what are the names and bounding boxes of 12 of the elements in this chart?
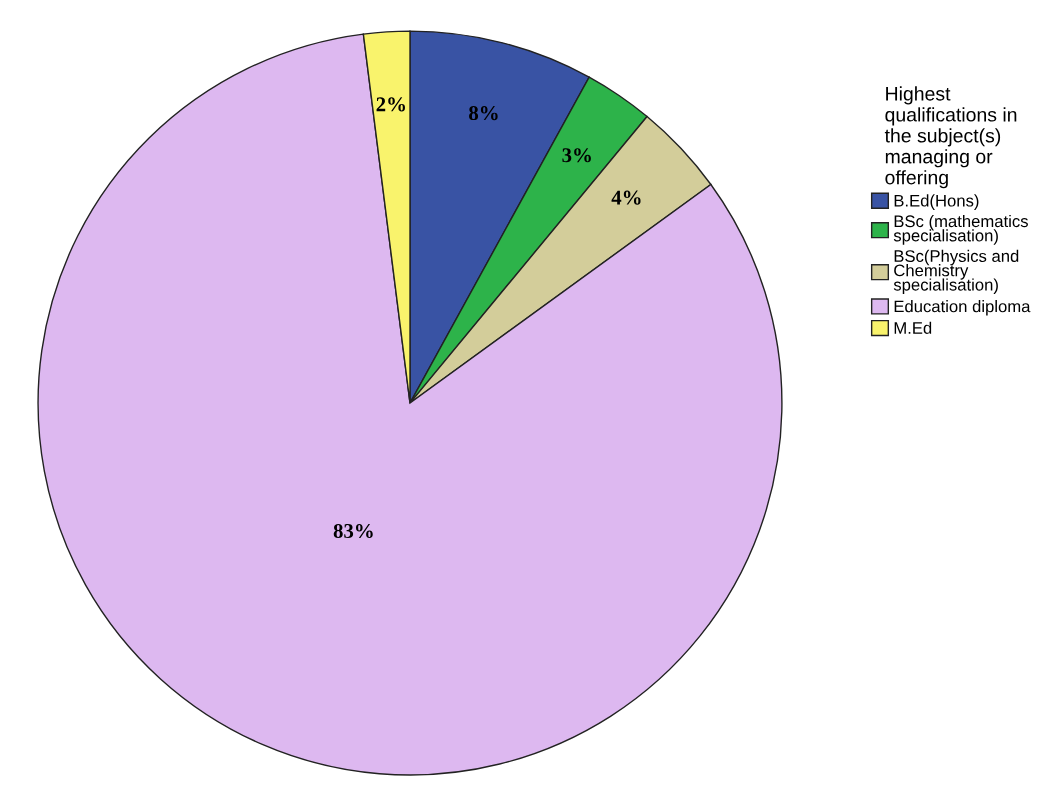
data-label: 83% [333,523,373,539]
pie-slice [37,33,783,776]
data-label: 4% [611,190,641,205]
legend-label: BSc(Physics and Chemistry specialisation) [893,249,1019,294]
data-label: 3% [562,148,591,163]
data-label: 8% [469,106,498,121]
legend-title: Highest qualifications in the subject(s) managing or offering [884,86,1017,189]
legend-label: M.Ed [894,321,932,334]
data-label: 2% [376,97,405,112]
legend-label: B.Ed(Hons) [894,194,979,210]
legend-label: BSc (mathematics specialisation) [893,214,1028,245]
legend-label: Education diploma [894,300,1031,316]
